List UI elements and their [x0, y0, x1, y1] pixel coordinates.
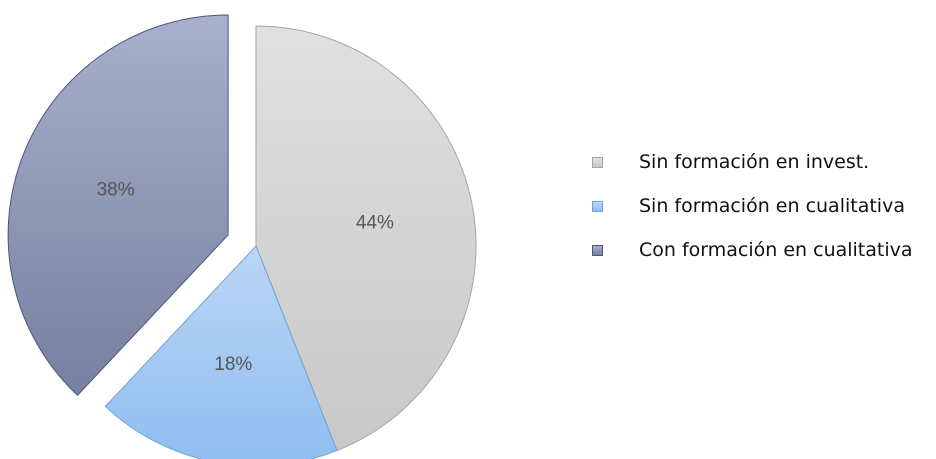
legend-swatch-sin-formacion-invest: [592, 156, 603, 168]
legend-item-con-formacion-cualitativa: Con formación en cualitativa: [592, 228, 913, 272]
legend-swatch-sin-formacion-cualitativa: [592, 200, 603, 212]
pie-slice-sin-formacion-invest: [255, 25, 477, 452]
pie-slice-labels: 44% 18% 38%: [97, 179, 394, 374]
legend-swatch-con-formacion-cualitativa: [592, 244, 603, 256]
legend-label-con-formacion-cualitativa: Con formación en cualitativa: [639, 239, 913, 261]
pie-slice-con-formacion-cualitativa: [7, 14, 229, 397]
chart-legend: Sin formación en invest. Sin formación e…: [592, 140, 913, 272]
legend-item-sin-formacion-invest: Sin formación en invest.: [592, 140, 913, 184]
pie-slices: [7, 14, 477, 459]
legend-label-sin-formacion-cualitativa: Sin formación en cualitativa: [639, 195, 905, 217]
slice-label-sin-formacion-cualitativa: 18%: [214, 354, 252, 375]
legend-label-sin-formacion-invest: Sin formación en invest.: [639, 151, 870, 173]
legend-item-sin-formacion-cualitativa: Sin formación en cualitativa: [592, 184, 913, 228]
slice-label-con-formacion-cualitativa: 38%: [97, 179, 135, 200]
slice-label-sin-formacion-invest: 44%: [356, 212, 394, 233]
